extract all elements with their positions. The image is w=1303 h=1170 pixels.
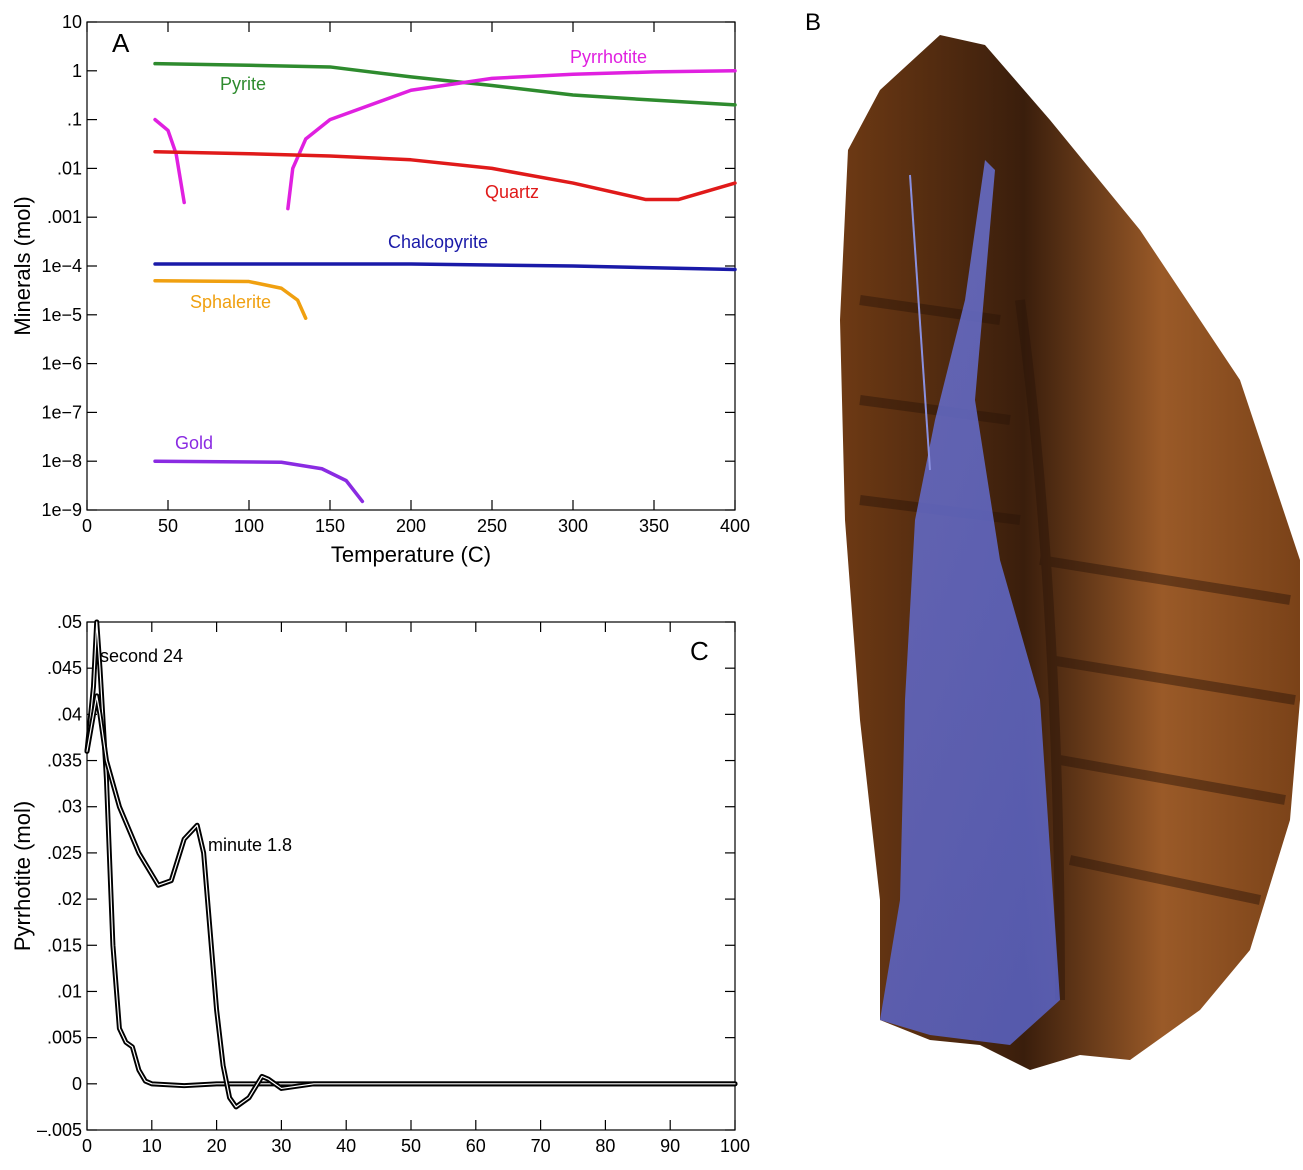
x-tick-label: 50 [158, 516, 178, 536]
y-tick-label: .025 [47, 843, 82, 863]
series-line [153, 61, 737, 107]
x-tick-label: 0 [82, 516, 92, 536]
y-tick-label: 10 [62, 12, 82, 32]
series-line [84, 619, 738, 1089]
y-tick-label: 1e−7 [41, 402, 82, 422]
y-tick-label: 1 [72, 61, 82, 81]
y-tick-label: .04 [57, 704, 82, 724]
panel-label: C [690, 636, 709, 666]
x-tick-label: 60 [466, 1136, 486, 1156]
x-tick-label: 40 [336, 1136, 356, 1156]
series-label: Pyrrhotite [570, 47, 647, 67]
y-axis-label: Pyrrhotite (mol) [10, 801, 35, 951]
series-label: Sphalerite [190, 292, 271, 312]
y-tick-label: .01 [57, 981, 82, 1001]
plot-frame [86, 621, 736, 1131]
y-tick-label: 1e−9 [41, 500, 82, 520]
x-tick-label: 90 [660, 1136, 680, 1156]
series-line [153, 262, 737, 272]
series-label: second 24 [100, 646, 183, 666]
y-tick-label: 1e−4 [41, 256, 82, 276]
y-tick-label: .035 [47, 751, 82, 771]
y-tick-label: 1e−6 [41, 354, 82, 374]
y-tick-label: .1 [67, 110, 82, 130]
x-tick-label: 10 [142, 1136, 162, 1156]
y-tick-label: 1e−5 [41, 305, 82, 325]
y-tick-label: .001 [47, 207, 82, 227]
series-line [153, 69, 737, 211]
series-line [153, 149, 737, 202]
x-tick-label: 30 [271, 1136, 291, 1156]
panel-label: B [805, 9, 821, 36]
series-line [153, 278, 308, 320]
series-line-core [86, 621, 736, 1087]
series-label: Pyrite [220, 74, 266, 94]
x-tick-label: 100 [234, 516, 264, 536]
y-tick-label: .005 [47, 1028, 82, 1048]
x-tick-label: 150 [315, 516, 345, 536]
specimen-image [840, 35, 1300, 1070]
y-tick-label: 1e−8 [41, 451, 82, 471]
y-tick-label: .01 [57, 158, 82, 178]
x-tick-label: 250 [477, 516, 507, 536]
series-label: Gold [175, 433, 213, 453]
y-tick-label: .05 [57, 612, 82, 632]
y-tick-label: .03 [57, 797, 82, 817]
x-tick-label: 0 [82, 1136, 92, 1156]
y-tick-label: .02 [57, 889, 82, 909]
x-tick-label: 100 [720, 1136, 750, 1156]
x-tick-label: 70 [531, 1136, 551, 1156]
y-tick-label: .015 [47, 935, 82, 955]
series-line [153, 459, 365, 504]
x-tick-label: 300 [558, 516, 588, 536]
y-axis-label: Minerals (mol) [10, 196, 35, 335]
y-tick-label: .045 [47, 658, 82, 678]
x-tick-label: 80 [595, 1136, 615, 1156]
panel-label: A [112, 28, 130, 58]
y-tick-label: –.005 [37, 1120, 82, 1140]
x-tick-label: 50 [401, 1136, 421, 1156]
series-label: minute 1.8 [208, 835, 292, 855]
x-tick-label: 350 [639, 516, 669, 536]
series-label: Chalcopyrite [388, 232, 488, 252]
series-line-core [86, 695, 736, 1108]
x-tick-label: 400 [720, 516, 750, 536]
series-label: Quartz [485, 182, 539, 202]
y-tick-label: 0 [72, 1074, 82, 1094]
series-line [84, 693, 738, 1110]
x-tick-label: 20 [207, 1136, 227, 1156]
x-tick-label: 200 [396, 516, 426, 536]
x-axis-label: Temperature (C) [331, 542, 491, 567]
